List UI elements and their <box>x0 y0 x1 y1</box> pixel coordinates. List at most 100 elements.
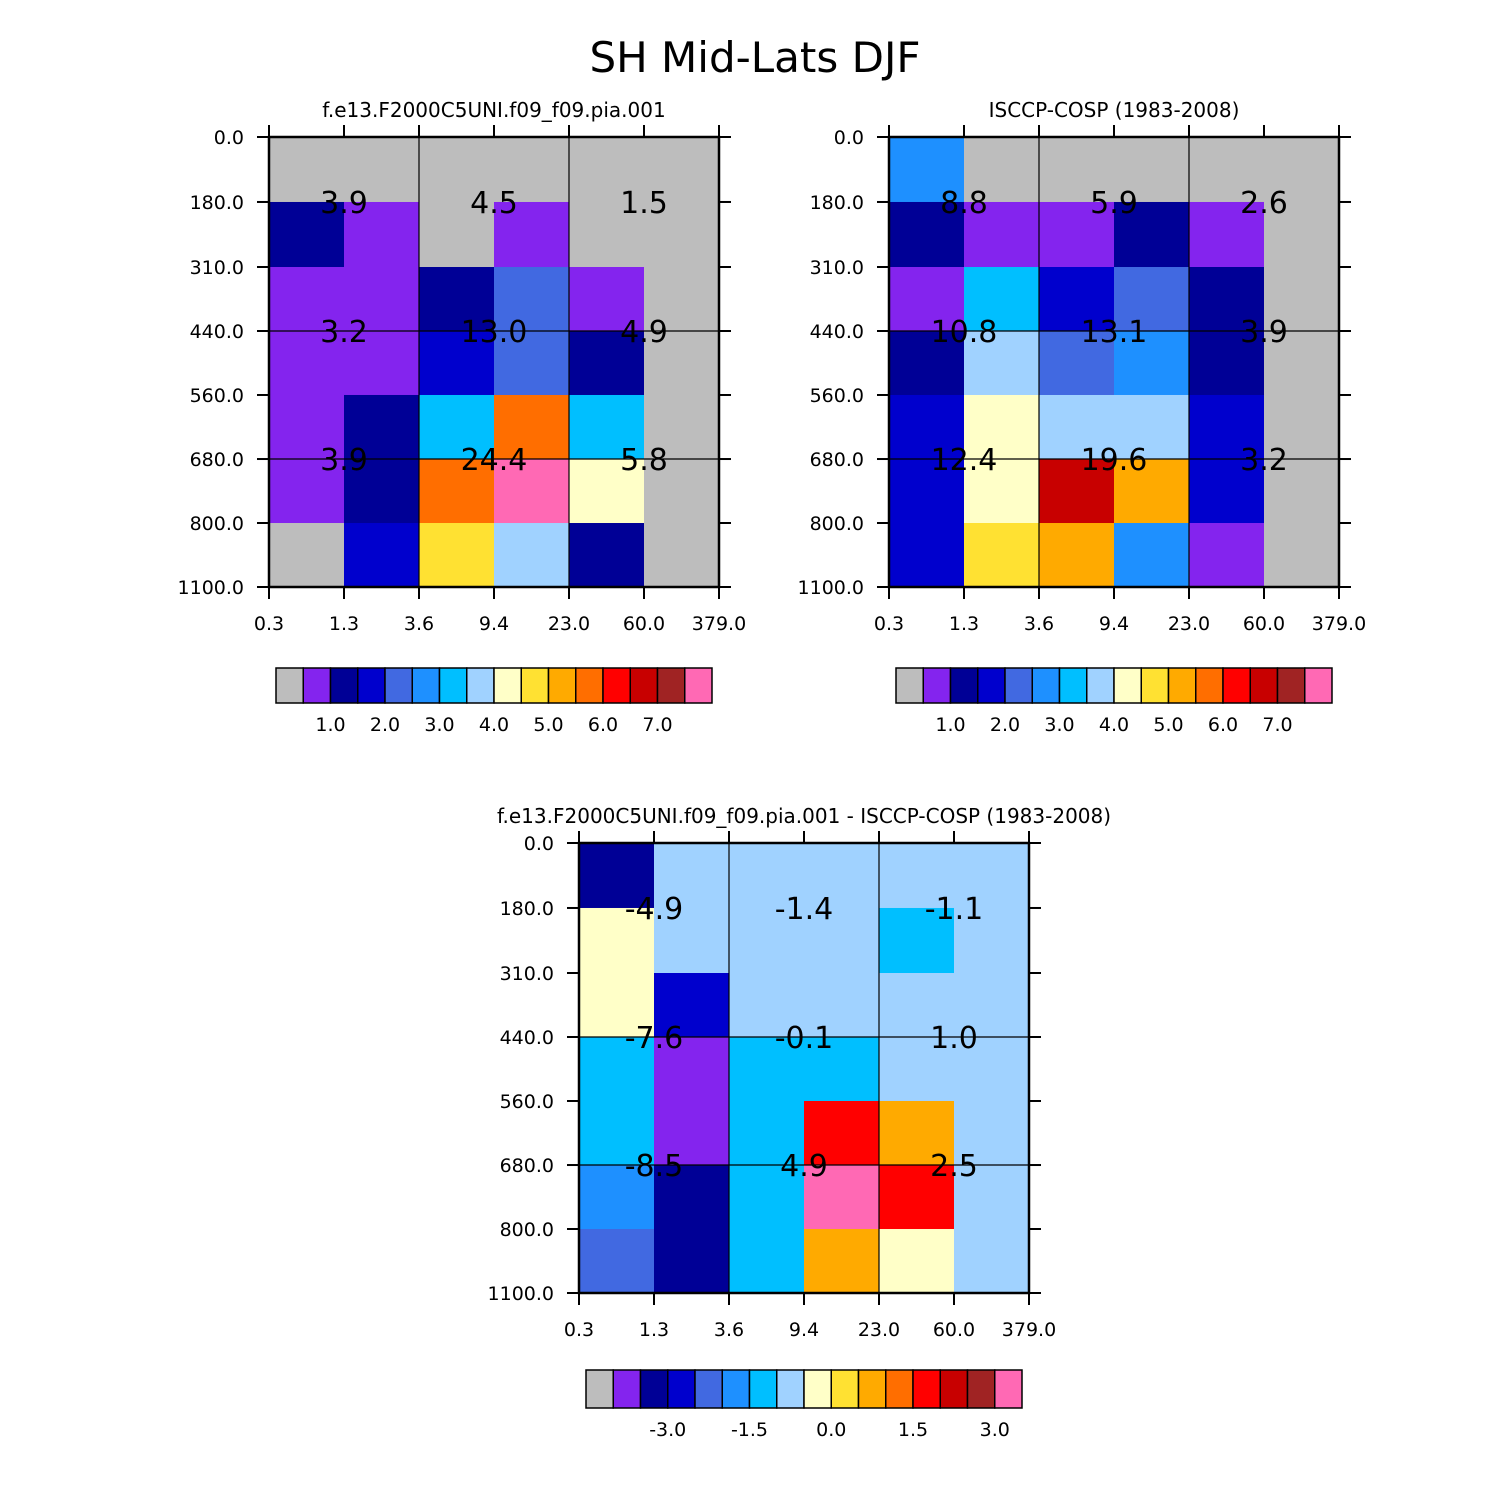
heatmap-cell <box>579 1036 655 1102</box>
heatmap-cell <box>269 459 345 524</box>
cell-value-label: 1.0 <box>930 1021 978 1056</box>
heatmap-cell <box>419 459 495 524</box>
cell-value-label: -1.4 <box>775 892 834 927</box>
heatmap-cell <box>964 267 1040 332</box>
heatmap-cell <box>1039 201 1115 268</box>
heatmap-cell <box>954 1165 1030 1230</box>
y-tick-label: 680.0 <box>500 1155 554 1177</box>
heatmap-cell <box>419 330 495 396</box>
heatmap-cell <box>494 523 570 588</box>
colorbar-box <box>1222 667 1251 704</box>
heatmap-cell <box>654 1100 730 1166</box>
heatmap-cell <box>729 843 805 909</box>
colorbar-label: 5.0 <box>1153 714 1183 736</box>
colorbar-box <box>1304 667 1333 704</box>
heatmap-cell <box>804 1036 880 1102</box>
heatmap-cell <box>1039 459 1115 524</box>
y-tick-label: 440.0 <box>810 321 864 343</box>
x-tick-label: 3.6 <box>404 613 434 635</box>
cell-value-label: -1.1 <box>925 892 984 927</box>
heatmap-cell <box>644 267 720 332</box>
heatmap-cell <box>879 843 955 909</box>
heatmap-cell <box>1039 137 1115 203</box>
colorbar-box <box>803 1369 832 1409</box>
heatmap-cell <box>1189 201 1265 268</box>
heatmap-cell <box>644 459 720 524</box>
heatmap-cell <box>964 201 1040 268</box>
heatmap-cell <box>729 907 805 974</box>
cell-value-label: 12.4 <box>931 443 998 478</box>
cell-value-label: 3.9 <box>1240 315 1288 350</box>
panel-title: f.e13.F2000C5UNI.f09_f09.pia.001 <box>322 98 665 122</box>
heatmap-cell <box>804 1165 880 1230</box>
panel-title: ISCCP-COSP (1983-2008) <box>989 98 1240 122</box>
heatmap-cell <box>1114 394 1190 460</box>
x-tick-label: 379.0 <box>692 613 746 635</box>
x-tick-label: 1.3 <box>639 1319 669 1341</box>
colorbar-box <box>1249 667 1279 704</box>
colorbar-label: -3.0 <box>649 1419 686 1441</box>
model-panel: f.e13.F2000C5UNI.f09_f09.pia.001 0.3 1.3 3.… <box>178 98 747 736</box>
colorbar-label: 2.0 <box>370 714 400 736</box>
colorbar-box <box>520 667 550 704</box>
colorbar-box <box>493 667 522 704</box>
y-tick-label: 560.0 <box>810 385 864 407</box>
cell-value-label: 3.9 <box>320 186 368 221</box>
x-tick-label: 60.0 <box>1243 613 1285 635</box>
heatmap-cell <box>954 843 1030 909</box>
heatmap-cell <box>889 394 965 460</box>
y-tick-label: 0.0 <box>214 127 244 149</box>
heatmap-cell <box>269 267 345 332</box>
heatmap-cell <box>889 201 965 268</box>
y-tick-label: 0.0 <box>834 127 864 149</box>
y-tick-label: 680.0 <box>190 449 244 471</box>
heatmap-cell <box>344 523 420 588</box>
colorbar-label: 2.0 <box>990 714 1020 736</box>
cell-value-label: -4.9 <box>625 892 684 927</box>
x-tick-label: 9.4 <box>789 1319 819 1341</box>
colorbar-box <box>977 667 1006 704</box>
heatmap-cell <box>964 137 1040 203</box>
colorbar-label: 5.0 <box>533 714 563 736</box>
heatmap-cell <box>879 1165 955 1230</box>
heatmap-cell <box>569 394 645 460</box>
colorbar-box <box>302 667 332 704</box>
heatmap-cell <box>1189 523 1265 588</box>
x-tick-label: 3.6 <box>1024 613 1054 635</box>
y-tick-label: 560.0 <box>500 1091 554 1113</box>
heatmap-cell <box>569 201 645 268</box>
heatmap-cell <box>1039 267 1115 332</box>
colorbar-label: 4.0 <box>1099 714 1129 736</box>
colorbar-box <box>357 667 386 704</box>
cell-value-label: 5.8 <box>620 443 668 478</box>
x-tick-label: 23.0 <box>858 1319 900 1341</box>
heatmap-cell <box>579 1100 655 1166</box>
colorbar-box <box>912 1369 941 1409</box>
heatmap-cell <box>729 1036 805 1102</box>
cell-value-label: -0.1 <box>775 1021 834 1056</box>
colorbar-box <box>1031 667 1061 704</box>
cell-value-label: 3.2 <box>320 315 368 350</box>
x-tick-label: 60.0 <box>933 1319 975 1341</box>
colorbar-box <box>656 667 686 704</box>
heatmap-cell <box>879 1100 955 1166</box>
heatmap-cell <box>644 137 720 203</box>
colorbar-box <box>639 1369 669 1409</box>
colorbar-label: 3.0 <box>424 714 454 736</box>
heatmap-cell <box>879 1229 955 1294</box>
heatmap-cell <box>889 267 965 332</box>
heatmap-cell <box>1189 459 1265 524</box>
x-tick-label: 0.3 <box>564 1319 594 1341</box>
heatmap-cell <box>569 137 645 203</box>
colorbar-box <box>694 1369 723 1409</box>
colorbar-box <box>329 667 359 704</box>
colorbar-box <box>721 1369 751 1409</box>
heatmap-cell <box>654 843 730 909</box>
heatmap-cell <box>419 201 495 268</box>
heatmap-cell <box>1114 523 1190 588</box>
heatmap-cell <box>804 973 880 1038</box>
heatmap-cell <box>1039 394 1115 460</box>
heatmap-cell <box>1039 330 1115 396</box>
cell-value-label: 2.6 <box>1240 186 1288 221</box>
heatmap-cell <box>579 907 655 974</box>
